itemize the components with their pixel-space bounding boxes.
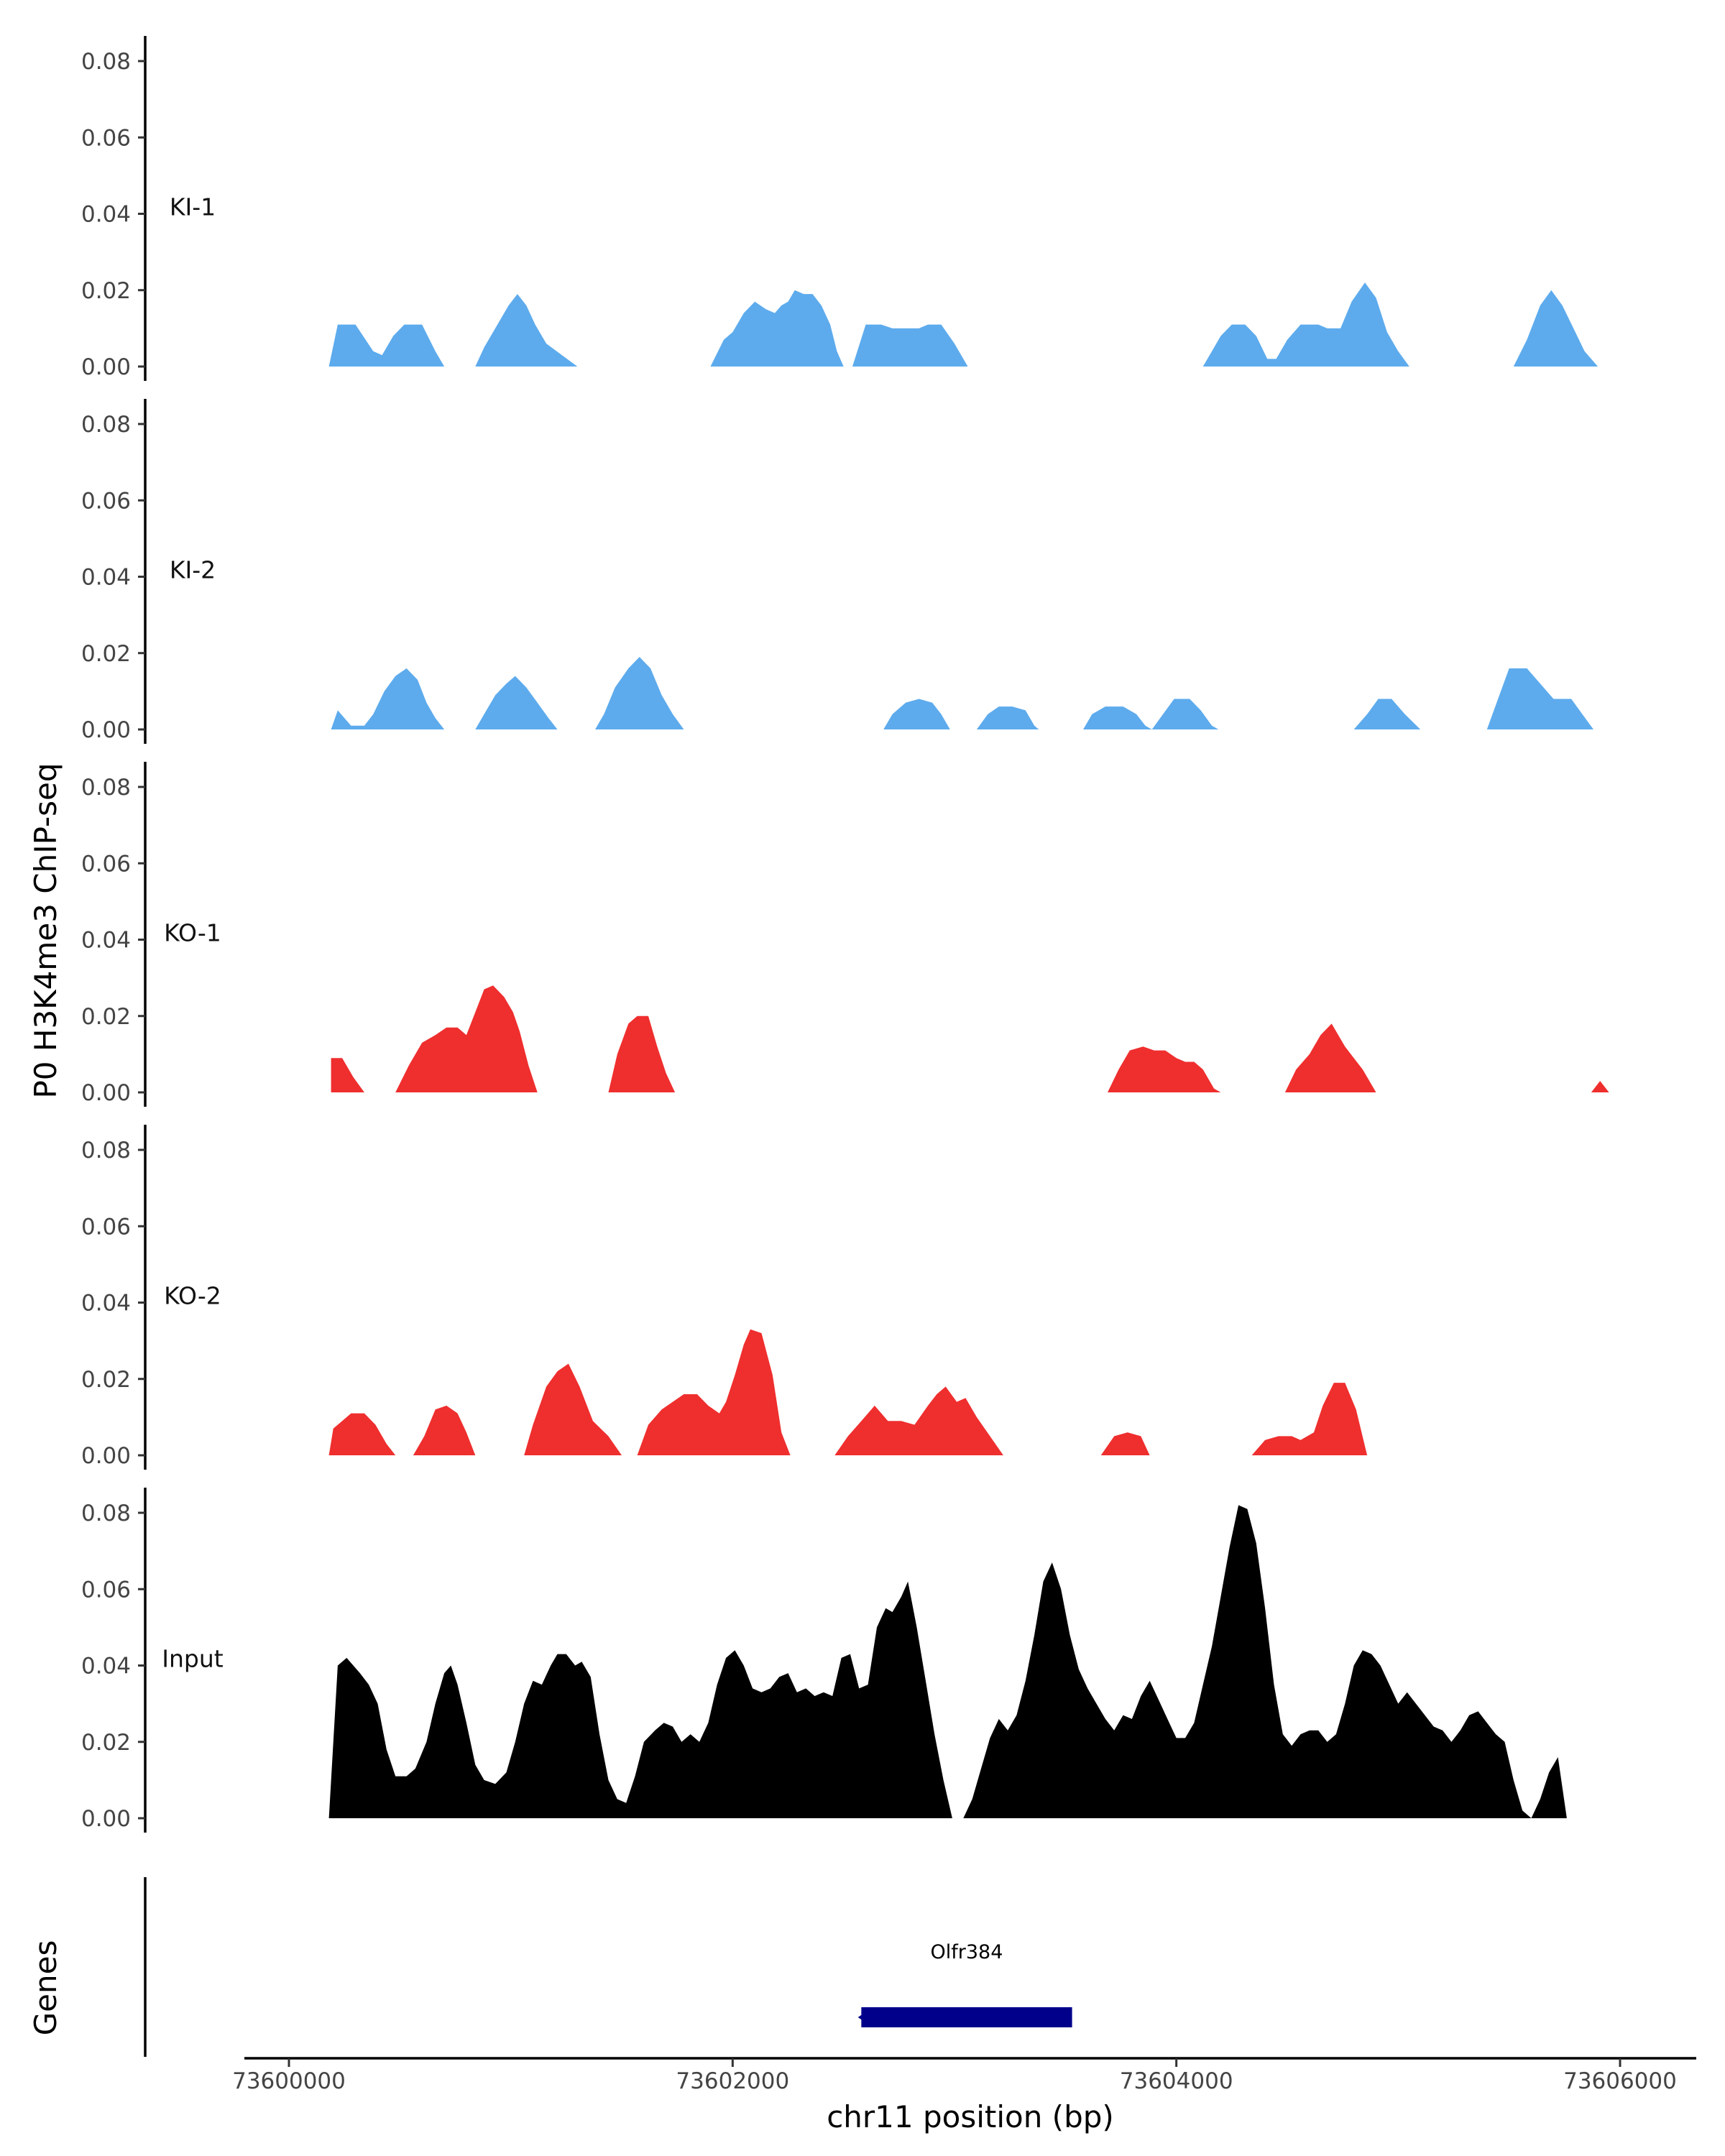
y-tick-label: 0.00 bbox=[81, 1080, 131, 1106]
y-tick-label: 0.08 bbox=[81, 1138, 131, 1164]
y-tick-label: 0.04 bbox=[81, 1654, 131, 1680]
genes-panel: Olfr384 bbox=[144, 1877, 1072, 2057]
x-tick-label: 73606000 bbox=[1563, 2068, 1677, 2094]
y-tick-label: 0.02 bbox=[81, 278, 131, 304]
track-panel-input: 0.00 0.02 0.04 0.06 0.08 Input bbox=[81, 1488, 1567, 1833]
track-area-ko-1 bbox=[331, 985, 1609, 1092]
y-tick-label: 0.02 bbox=[81, 1367, 131, 1393]
y-tick-label: 0.06 bbox=[81, 1214, 131, 1240]
y-tick-label: 0.04 bbox=[81, 1291, 131, 1317]
y-tick-label: 0.06 bbox=[81, 488, 131, 514]
x-axis-title: chr11 position (bp) bbox=[827, 2099, 1114, 2134]
y-tick-label: 0.02 bbox=[81, 1730, 131, 1756]
y-tick-label: 0.00 bbox=[81, 1806, 131, 1832]
track-area-ko-2 bbox=[328, 1329, 1432, 1455]
gene-body bbox=[861, 2007, 1072, 2027]
y-tick-label: 0.08 bbox=[81, 1501, 131, 1526]
y-tick-label: 0.00 bbox=[81, 354, 131, 380]
track-panel-ki-2: 0.00 0.02 0.04 0.06 0.08 KI-2 bbox=[81, 399, 1594, 744]
track-area-ki-1 bbox=[328, 282, 1598, 367]
y-tick-label: 0.06 bbox=[81, 851, 131, 877]
y-tick-label: 0.08 bbox=[81, 775, 131, 801]
y-tick-label: 0.00 bbox=[81, 717, 131, 743]
y-tick-label: 0.06 bbox=[81, 125, 131, 151]
x-tick-label: 73602000 bbox=[676, 2068, 789, 2094]
track-panel-ki-1: 0.00 0.02 0.04 0.06 0.08 KI-1 bbox=[81, 36, 1598, 381]
track-label: KI-2 bbox=[170, 556, 216, 584]
y-axis-title: P0 H3K4me3 ChIP-seq bbox=[28, 763, 63, 1098]
y-tick-label: 0.08 bbox=[81, 49, 131, 75]
track-label: KO-1 bbox=[164, 919, 221, 947]
x-tick-label: 73600000 bbox=[232, 2068, 346, 2094]
x-tick-label: 73604000 bbox=[1120, 2068, 1233, 2094]
track-area-input bbox=[328, 1505, 1567, 1818]
y-tick-label: 0.04 bbox=[81, 928, 131, 954]
genes-axis-title: Genes bbox=[28, 1940, 63, 2036]
y-tick-label: 0.02 bbox=[81, 641, 131, 667]
track-label: Input bbox=[162, 1645, 224, 1673]
track-panel-ko-1: 0.00 0.02 0.04 0.06 0.08 KO-1 bbox=[81, 762, 1609, 1107]
track-area-ki-2 bbox=[331, 657, 1594, 729]
y-tick-label: 0.04 bbox=[81, 202, 131, 228]
gene-label: Olfr384 bbox=[931, 1941, 1003, 1963]
y-tick-label: 0.08 bbox=[81, 412, 131, 438]
strand-arrow-icon bbox=[857, 2010, 870, 2024]
x-axis: 73600000 73602000 73604000 73606000 bbox=[232, 2057, 1696, 2094]
y-tick-label: 0.06 bbox=[81, 1577, 131, 1603]
track-label: KO-2 bbox=[164, 1282, 221, 1310]
y-tick-label: 0.04 bbox=[81, 565, 131, 591]
y-tick-label: 0.00 bbox=[81, 1443, 131, 1469]
track-panel-ko-2: 0.00 0.02 0.04 0.06 0.08 KO-2 bbox=[81, 1125, 1432, 1470]
y-tick-label: 0.02 bbox=[81, 1004, 131, 1030]
tracks-group: 0.00 0.02 0.04 0.06 0.08 KI-1 0.00 0.02 0.04 0.06… bbox=[81, 36, 1609, 1833]
track-label: KI-1 bbox=[170, 193, 216, 221]
